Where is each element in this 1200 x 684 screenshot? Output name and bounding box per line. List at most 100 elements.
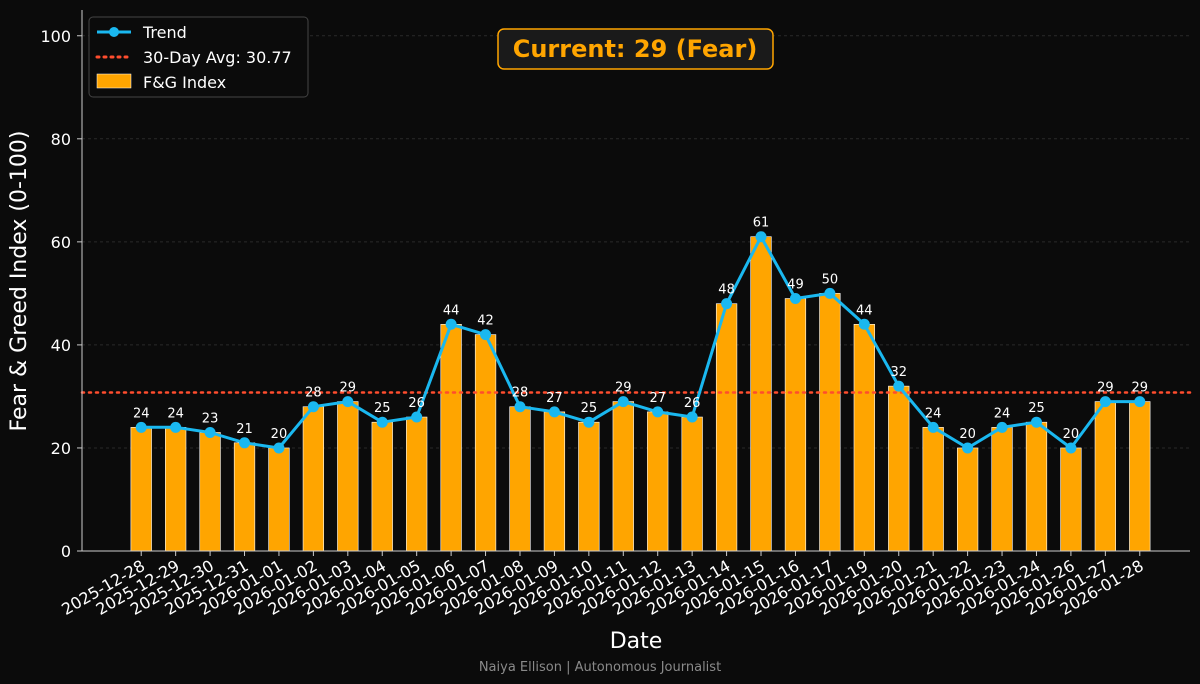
data-label-2026-01-07: 42: [477, 314, 494, 329]
trend-point-2026-01-09: [548, 406, 560, 418]
bar-2026-01-13: [681, 416, 703, 552]
trend-point-2026-01-06: [445, 318, 457, 330]
trend-point-2026-01-27: [1099, 396, 1111, 408]
bar-2026-01-23: [991, 427, 1013, 552]
data-label-2025-12-31: 21: [236, 422, 253, 437]
trend-point-2026-01-14: [721, 298, 733, 310]
data-label-2026-01-15: 61: [753, 216, 770, 231]
trend-point-2026-01-13: [686, 411, 698, 423]
data-label-2026-01-22: 20: [959, 427, 976, 442]
current-annotation: Current: 29 (Fear): [497, 28, 774, 70]
data-label-2026-01-03: 29: [340, 381, 357, 396]
data-label-2026-01-08: 28: [512, 386, 529, 401]
trend-point-2026-01-04: [376, 416, 388, 428]
data-label-2026-01-05: 26: [408, 396, 425, 411]
data-label-2026-01-19: 44: [856, 303, 873, 318]
axes: [81, 10, 1190, 552]
trend-point-2026-01-19: [858, 318, 870, 330]
trend-point-2026-01-24: [1030, 416, 1042, 428]
data-label-2025-12-30: 23: [202, 411, 219, 426]
bar-2026-01-05: [406, 416, 428, 552]
legend-bar-swatch: [96, 73, 132, 89]
data-label-2026-01-10: 25: [581, 401, 598, 416]
y-tick-label: 100: [40, 27, 71, 46]
trend-point-2026-01-03: [342, 396, 354, 408]
data-label-2026-01-17: 50: [822, 272, 839, 287]
bar-2026-01-24: [1025, 421, 1048, 552]
bar-2026-01-01: [268, 447, 290, 552]
data-label-2026-01-02: 28: [305, 386, 322, 401]
trend-point-2026-01-21: [927, 421, 939, 433]
bar-2026-01-20: [888, 385, 910, 552]
trend-point-2026-01-16: [789, 293, 801, 305]
data-label-2026-01-23: 24: [994, 406, 1011, 421]
trend-line: [141, 235, 1140, 450]
data-label-2026-01-16: 49: [787, 278, 804, 293]
y-tick-label: 80: [51, 130, 71, 149]
bar-2026-01-14: [715, 303, 738, 552]
data-label-2026-01-09: 27: [546, 391, 563, 406]
bar-2026-01-12: [647, 411, 669, 552]
bar-2026-01-19: [853, 323, 875, 552]
data-label-2026-01-06: 44: [443, 303, 460, 318]
trend-point-2026-01-23: [996, 421, 1008, 433]
trend-point-2026-01-05: [411, 411, 423, 423]
bar-2025-12-29: [165, 427, 187, 552]
trend-point-2026-01-07: [480, 329, 492, 341]
bar-2025-12-28: [130, 427, 152, 552]
current-annotation-box: [497, 28, 774, 70]
y-tick-label: 0: [61, 542, 71, 561]
bar-2026-01-04: [371, 421, 393, 552]
legend-bar-label: F&G Index: [143, 73, 226, 92]
y-tick-label: 60: [51, 233, 71, 252]
trend-point-2026-01-10: [583, 416, 595, 428]
trend-point-2026-01-12: [652, 406, 664, 418]
bar-2026-01-03: [337, 401, 359, 552]
trend-point-2026-01-26: [1065, 442, 1077, 454]
legend-box: [88, 16, 309, 98]
y-axis-title: Fear & Greed Index (0-100): [7, 131, 32, 432]
data-labels: 24 24 23 21 20 28 29 25 26 44 42 28 27 25 29 27 26 48 61 49…: [133, 216, 1148, 442]
bar-2026-01-15: [750, 236, 772, 552]
data-label-2026-01-26: 20: [1063, 427, 1080, 442]
trend-point-2026-01-20: [893, 380, 905, 392]
bar-2025-12-30: [199, 432, 221, 552]
trend-point-2025-12-30: [204, 426, 216, 438]
data-label-2026-01-13: 26: [684, 396, 701, 411]
data-label-2026-01-12: 27: [649, 391, 666, 406]
bar-2026-01-17: [819, 293, 841, 552]
bar-2026-01-11: [612, 401, 634, 552]
trend-point-2026-01-01: [273, 442, 285, 454]
legend-trend-label: Trend: [142, 23, 187, 42]
trend-point-2025-12-31: [239, 437, 251, 449]
bar-2026-01-09: [543, 411, 566, 552]
legend-trend-marker: [109, 27, 119, 37]
trend-point-2026-01-08: [514, 401, 526, 413]
data-label-2026-01-27: 29: [1097, 381, 1114, 396]
credit-text: Naiya Ellison | Autonomous Journalist: [479, 660, 721, 675]
bar-2026-01-07: [474, 334, 497, 552]
trend-point-2026-01-28: [1134, 396, 1146, 408]
trend-point-2026-01-02: [307, 401, 319, 413]
bar-2026-01-02: [302, 406, 325, 552]
bar-2026-01-06: [440, 323, 462, 552]
trend-point-2026-01-17: [824, 287, 836, 299]
bars: [130, 236, 1151, 552]
data-label-2026-01-11: 29: [615, 381, 632, 396]
current-annotation-text: Current: 29 (Fear): [513, 35, 758, 63]
trend-point-2026-01-11: [617, 396, 629, 408]
data-label-2026-01-24: 25: [1028, 401, 1045, 416]
data-label-2025-12-28: 24: [133, 406, 150, 421]
data-label-2026-01-14: 48: [718, 283, 735, 298]
bar-2026-01-27: [1094, 401, 1116, 552]
data-label-2025-12-29: 24: [167, 406, 184, 421]
legend-avg-label: 30-Day Avg: 30.77: [143, 48, 292, 67]
x-axis-title: Date: [610, 629, 663, 654]
data-label-2026-01-01: 20: [271, 427, 288, 442]
data-label-2026-01-28: 29: [1132, 381, 1149, 396]
bar-2026-01-26: [1060, 447, 1082, 552]
trend-point-2025-12-28: [135, 421, 147, 433]
